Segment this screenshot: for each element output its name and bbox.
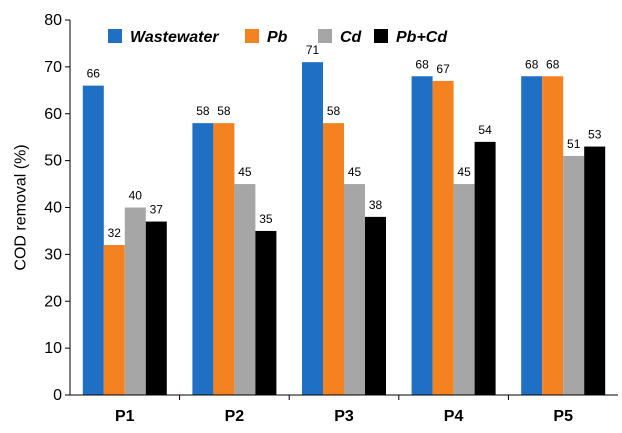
data-label: 66 xyxy=(87,67,101,81)
data-label: 51 xyxy=(567,137,581,151)
data-label: 35 xyxy=(259,212,273,226)
x-tick-label-p5: P5 xyxy=(553,408,573,425)
bar-p4-wastewater xyxy=(411,76,433,395)
y-tick-label: 10 xyxy=(44,340,62,357)
legend-swatch-pb-cd xyxy=(374,29,388,43)
y-ticks-group: 0 10 20 30 40 50 60 70 80 xyxy=(44,12,70,404)
data-label: 68 xyxy=(525,57,539,71)
bar-p1-cd xyxy=(124,207,146,395)
bar-p5-pb xyxy=(542,76,564,395)
bar-p5-cd xyxy=(563,155,585,395)
y-tick-label: 60 xyxy=(44,106,62,123)
legend-label-cd: Cd xyxy=(340,29,363,46)
x-tick-label-p3: P3 xyxy=(334,408,354,425)
data-label: 45 xyxy=(238,165,252,179)
legend: Wastewater Pb Cd Pb+Cd xyxy=(108,29,448,46)
bar-p3-pb xyxy=(323,123,344,395)
data-label: 45 xyxy=(348,165,362,179)
bar-p4-pb xyxy=(432,80,454,395)
y-tick-label: 40 xyxy=(44,200,62,217)
y-tick-label: 30 xyxy=(44,246,62,263)
legend-swatch-pb xyxy=(245,29,259,43)
bars-group xyxy=(82,62,606,395)
bar-p2-pb xyxy=(213,123,235,395)
bar-p4-cd xyxy=(453,184,475,395)
data-label: 68 xyxy=(546,57,560,71)
bar-p2-pb-cd xyxy=(255,230,277,395)
data-label: 32 xyxy=(108,226,122,240)
data-label: 37 xyxy=(150,203,164,217)
legend-swatch-wastewater xyxy=(108,29,122,43)
legend-label-wastewater: Wastewater xyxy=(130,29,219,46)
y-tick-label: 20 xyxy=(44,293,62,310)
y-tick-label: 70 xyxy=(44,59,62,76)
legend-label-pb: Pb xyxy=(267,29,288,46)
data-label: 58 xyxy=(327,104,341,118)
data-label: 71 xyxy=(306,43,320,57)
data-label: 67 xyxy=(436,62,450,76)
legend-swatch-cd xyxy=(318,29,332,43)
x-ticks-group: P1 P2 P3 P4 P5 xyxy=(115,395,573,425)
y-tick-label: 0 xyxy=(53,387,62,404)
data-label: 53 xyxy=(588,128,602,142)
bar-p2-cd xyxy=(234,184,256,395)
bar-p1-pb-cd xyxy=(145,221,167,395)
data-label: 40 xyxy=(129,189,143,203)
data-label: 38 xyxy=(369,198,383,212)
y-tick-label: 80 xyxy=(44,12,62,29)
x-tick-label-p1: P1 xyxy=(115,408,135,425)
bar-p3-wastewater xyxy=(302,62,323,395)
bar-p4-pb-cd xyxy=(474,141,496,395)
data-label: 58 xyxy=(217,104,231,118)
bar-p5-wastewater xyxy=(521,76,543,395)
data-label: 68 xyxy=(415,57,429,71)
x-tick-label-p4: P4 xyxy=(444,408,464,425)
y-axis-label: COD removal (%) xyxy=(13,144,30,270)
y-tick-label: 50 xyxy=(44,153,62,170)
data-label: 58 xyxy=(196,104,210,118)
bar-p3-pb-cd xyxy=(365,216,386,395)
legend-label-pb-cd: Pb+Cd xyxy=(396,29,448,46)
data-label: 54 xyxy=(478,123,492,137)
bar-p2-wastewater xyxy=(192,123,214,395)
bar-p1-pb xyxy=(103,245,125,395)
data-labels-group: 66 32 40 37 58 58 45 35 71 58 45 38 68 67 45 54 68 68 51 53 xyxy=(87,43,602,240)
data-label: 45 xyxy=(457,165,471,179)
bar-p1-wastewater xyxy=(82,85,104,395)
bar-p3-cd xyxy=(344,184,365,395)
x-tick-label-p2: P2 xyxy=(225,408,245,425)
bar-p5-pb-cd xyxy=(584,146,606,395)
